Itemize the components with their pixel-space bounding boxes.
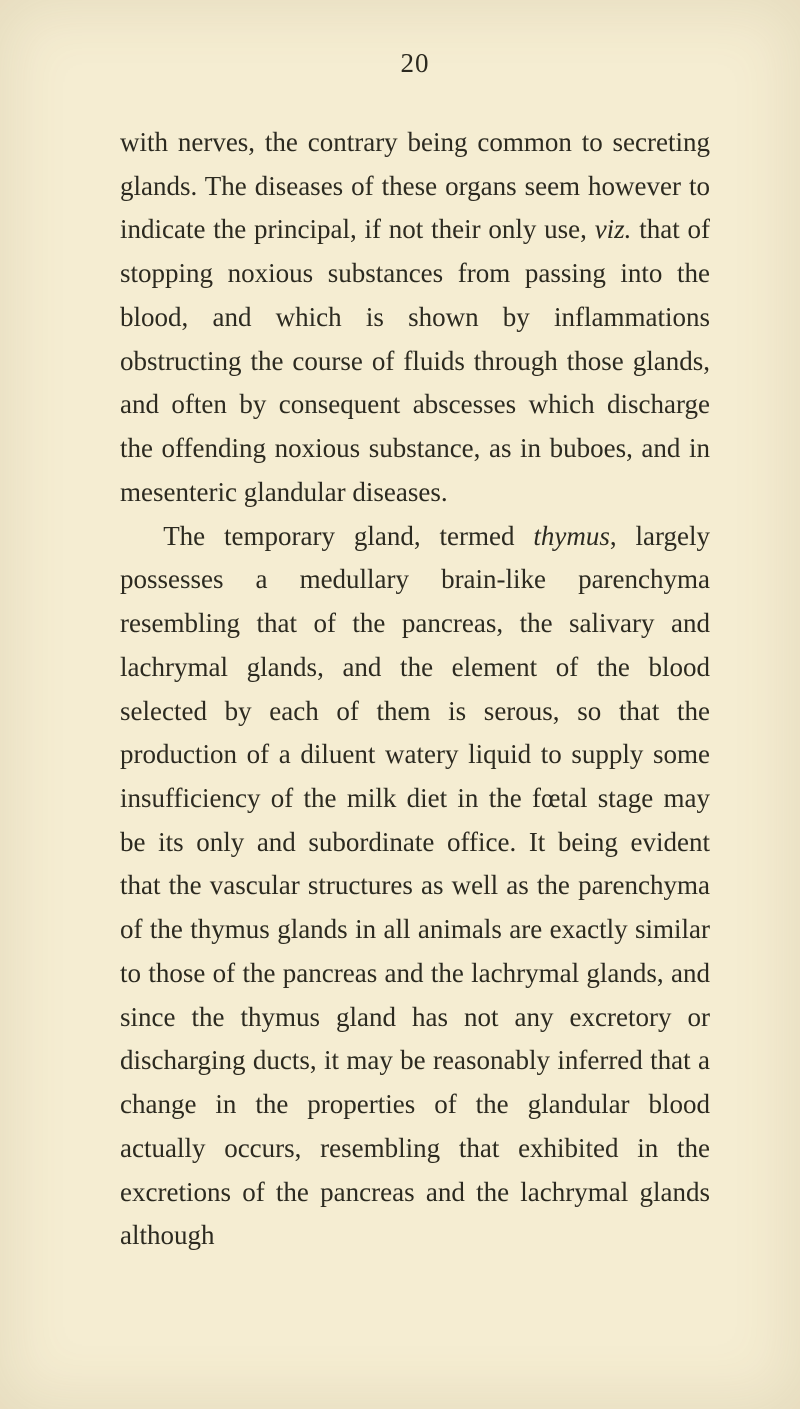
body-text: with nerves, the contrary being common t… [120, 121, 710, 1258]
italic-text: viz. [595, 214, 632, 244]
italic-text: thymus [533, 521, 610, 551]
text-run: that of stopping noxious substances from… [120, 214, 710, 506]
paragraph: with nerves, the contrary being common t… [120, 121, 710, 515]
text-run: The temporary gland, termed [163, 521, 533, 551]
paragraph: The temporary gland, termed thymus, larg… [120, 515, 710, 1258]
page-number: 20 [120, 48, 710, 79]
text-run: , largely possesses a medullary brain-li… [120, 521, 710, 1251]
page-content: 20 with nerves, the contrary being commo… [0, 0, 800, 1318]
